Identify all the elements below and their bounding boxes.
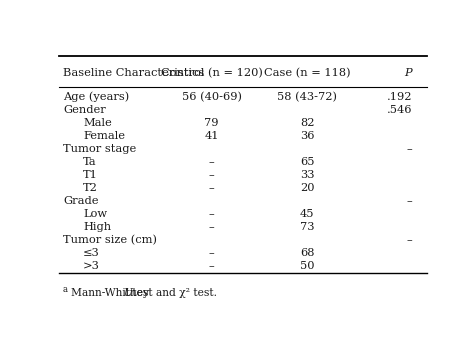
Text: U: U (124, 288, 133, 298)
Text: 82: 82 (300, 118, 314, 128)
Text: Low: Low (83, 209, 107, 219)
Text: 58 (43-72): 58 (43-72) (277, 92, 337, 102)
Text: 65: 65 (300, 157, 314, 167)
Text: test and χ² test.: test and χ² test. (128, 288, 217, 298)
Text: 56 (40-69): 56 (40-69) (182, 92, 242, 102)
Text: Tumor stage: Tumor stage (63, 144, 136, 154)
Text: ≤3: ≤3 (83, 248, 100, 258)
Text: –: – (209, 157, 215, 167)
Text: 36: 36 (300, 131, 314, 141)
Text: –: – (406, 196, 412, 206)
Text: 20: 20 (300, 183, 314, 193)
Text: 50: 50 (300, 261, 314, 272)
Text: –: – (209, 170, 215, 180)
Text: Control (n = 120): Control (n = 120) (161, 68, 263, 78)
Text: 33: 33 (300, 170, 314, 180)
Text: –: – (209, 261, 215, 272)
Text: Grade: Grade (63, 196, 99, 206)
Text: 45: 45 (300, 209, 314, 219)
Text: –: – (209, 248, 215, 258)
Text: Female: Female (83, 131, 125, 141)
Text: –: – (406, 236, 412, 245)
Text: Gender: Gender (63, 105, 106, 115)
Text: T1: T1 (83, 170, 98, 180)
Text: Baseline Characteristics: Baseline Characteristics (63, 68, 204, 78)
Text: 79: 79 (204, 118, 219, 128)
Text: Age (years): Age (years) (63, 92, 129, 102)
Text: –: – (209, 209, 215, 219)
Text: P: P (404, 68, 412, 78)
Text: Ta: Ta (83, 157, 97, 167)
Text: 73: 73 (300, 222, 314, 232)
Text: 68: 68 (300, 248, 314, 258)
Text: High: High (83, 222, 111, 232)
Text: –: – (209, 183, 215, 193)
Text: .192: .192 (386, 92, 412, 102)
Text: –: – (406, 144, 412, 154)
Text: Tumor size (cm): Tumor size (cm) (63, 235, 157, 246)
Text: a: a (63, 285, 68, 294)
Text: >3: >3 (83, 261, 100, 272)
Text: T2: T2 (83, 183, 98, 193)
Text: Male: Male (83, 118, 112, 128)
Text: Mann-Whitney: Mann-Whitney (71, 288, 152, 298)
Text: –: – (209, 222, 215, 232)
Text: .546: .546 (386, 105, 412, 115)
Text: Case (n = 118): Case (n = 118) (264, 68, 351, 78)
Text: 41: 41 (204, 131, 219, 141)
